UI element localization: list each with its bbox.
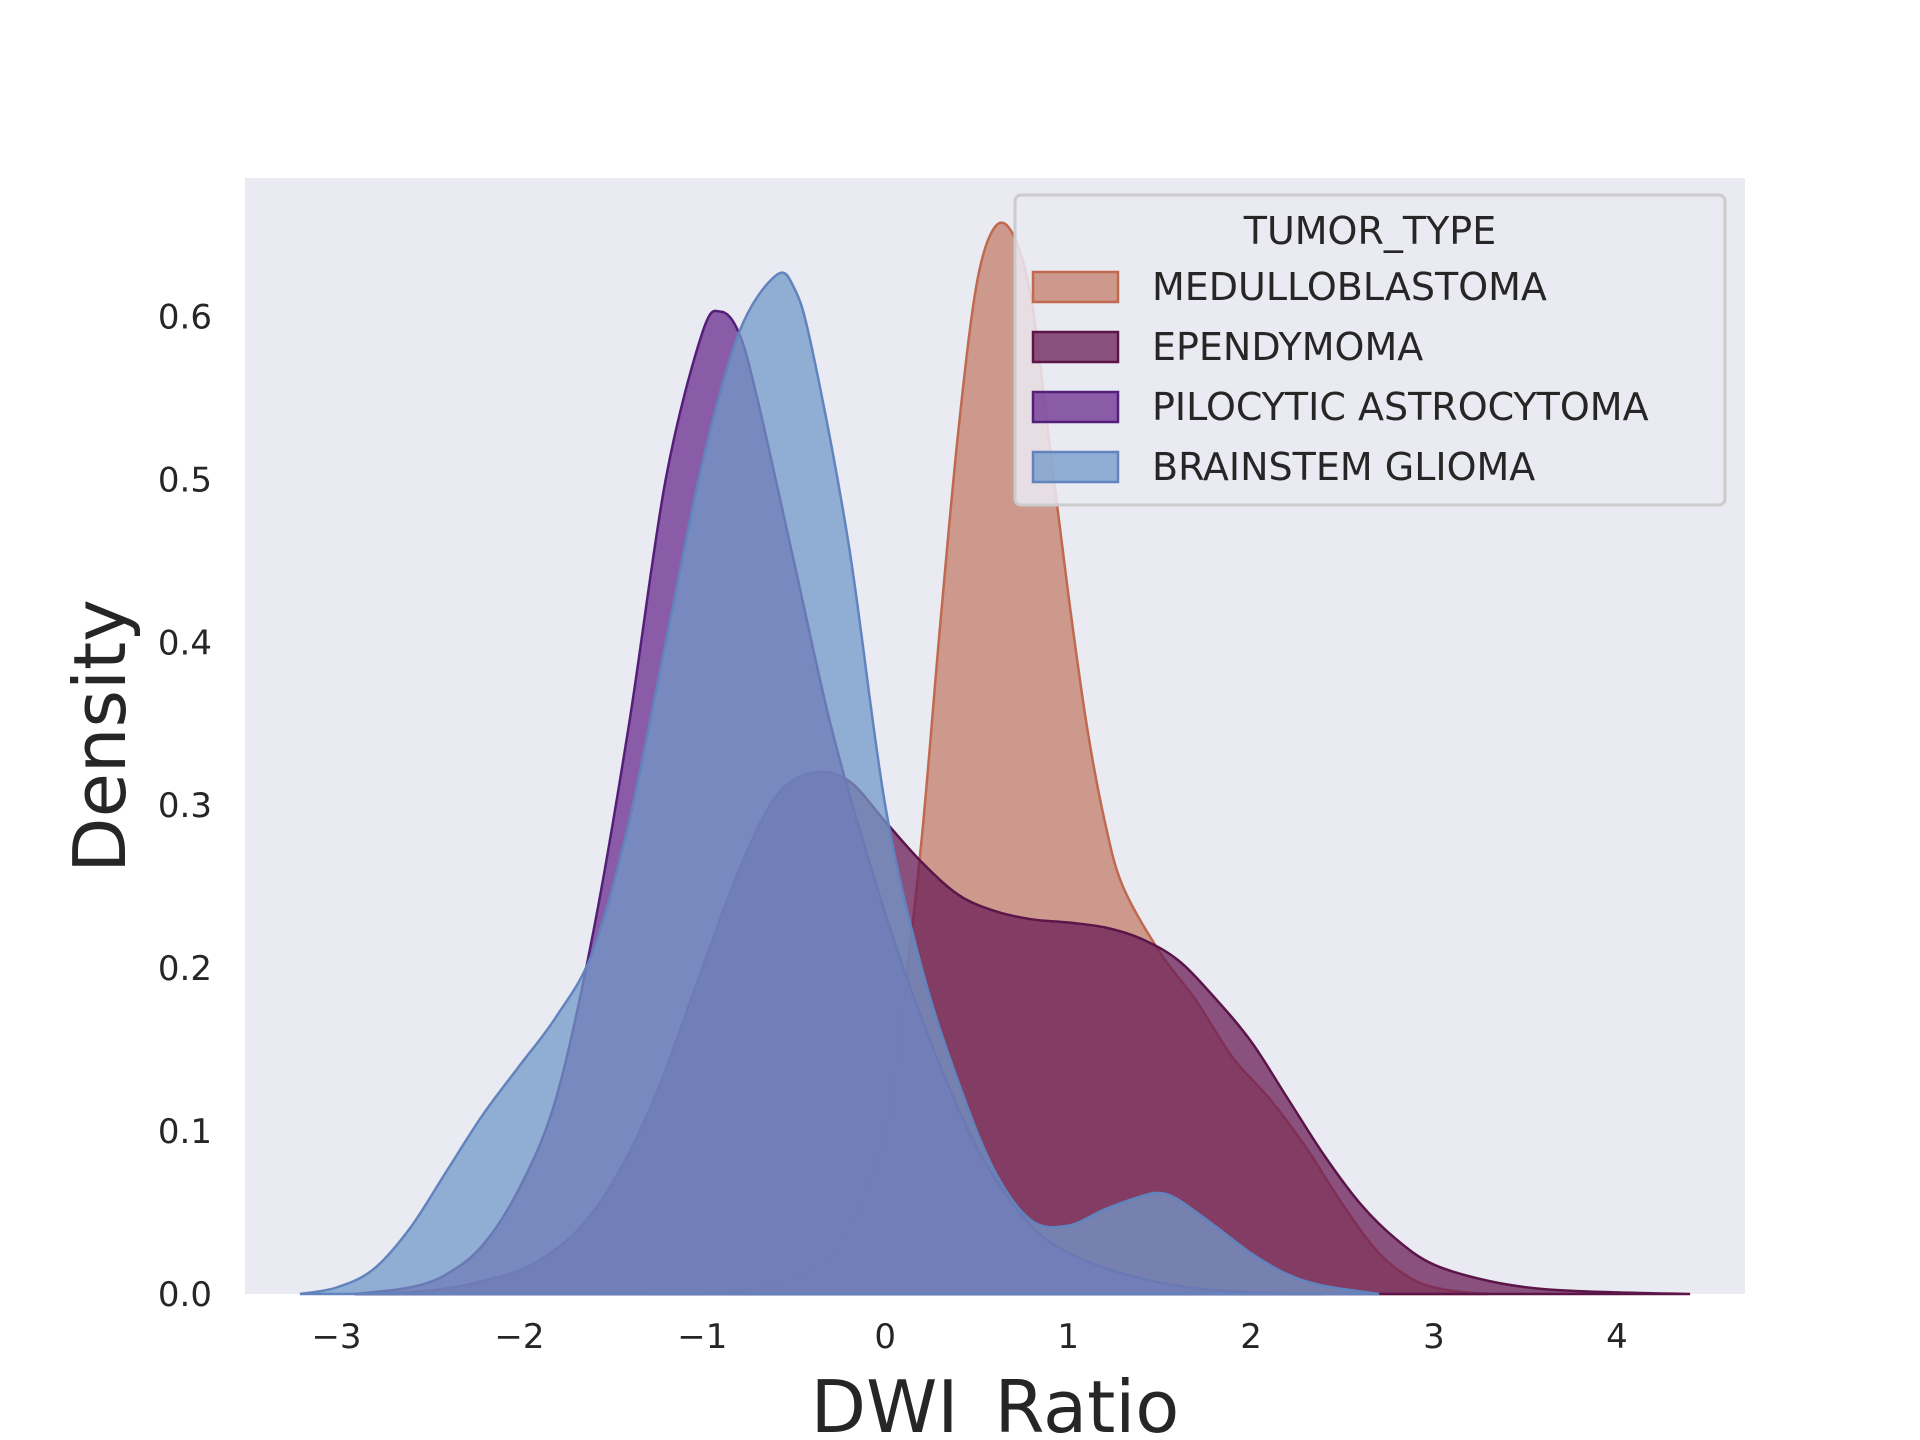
x-tick-label: 0: [874, 1317, 896, 1357]
x-axis-ticks: −3 −2 −1 0 1 2 3 4: [311, 1317, 1627, 1357]
legend-frame: [1013, 193, 1727, 507]
legend-label: BRAINSTEM GLIOMA: [1152, 445, 1535, 489]
density-series-group: [299, 221, 1691, 1296]
y-tick-label: 0.1: [158, 1112, 212, 1152]
x-tick-label: 3: [1423, 1317, 1445, 1357]
legend-label: EPENDYMOMA: [1152, 325, 1423, 369]
y-tick-label: 0.3: [158, 786, 212, 826]
x-tick-label: 1: [1057, 1317, 1079, 1357]
legend-swatch: [1031, 270, 1120, 304]
legend: TUMOR_TYPE MEDULLOBLASTOMA EPENDYMOMA PILO…: [1013, 193, 1727, 507]
density-area-brainstem-glioma: [299, 271, 1380, 1296]
legend-label: PILOCYTIC ASTROCYTOMA: [1152, 385, 1649, 429]
y-tick-label: 0.6: [158, 298, 212, 338]
legend-title: TUMOR_TYPE: [1243, 209, 1496, 253]
y-tick-label: 0.0: [158, 1275, 212, 1315]
x-tick-label: −1: [677, 1317, 727, 1357]
x-tick-label: 2: [1240, 1317, 1262, 1357]
y-axis-title: Density: [58, 599, 142, 873]
y-tick-label: 0.4: [158, 623, 212, 663]
x-axis-title: DWI_Ratio: [811, 1365, 1180, 1440]
y-tick-label: 0.2: [158, 949, 212, 989]
x-tick-label: −3: [311, 1317, 361, 1357]
x-tick-label: −2: [494, 1317, 544, 1357]
legend-swatch: [1031, 390, 1120, 424]
y-axis-ticks: 0.0 0.1 0.2 0.3 0.4 0.5 0.6: [158, 298, 212, 1316]
y-tick-label: 0.5: [158, 460, 212, 500]
x-tick-label: 4: [1606, 1317, 1628, 1357]
legend-swatch: [1031, 330, 1120, 364]
legend-items: MEDULLOBLASTOMA EPENDYMOMA PILOCYTIC ASTRO…: [1031, 265, 1649, 489]
legend-label: MEDULLOBLASTOMA: [1152, 265, 1547, 309]
legend-swatch: [1031, 450, 1120, 484]
